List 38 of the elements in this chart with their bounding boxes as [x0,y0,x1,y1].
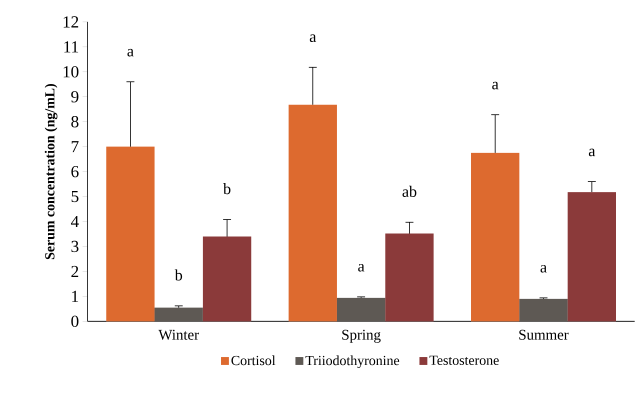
y-tick-label: 9 [71,91,78,102]
y-tick-label: 10 [64,66,78,78]
bar [471,152,520,322]
annotation: a [127,48,134,57]
annotation: a [540,265,547,273]
bar [106,146,155,322]
x-tick-label: Summer [519,330,569,340]
y-tick-label: 0 [71,316,78,328]
bar [154,308,203,322]
annotation: b [223,183,230,194]
y-tick-label: 3 [71,240,78,252]
y-tick-label: 8 [71,116,78,128]
annotation: a [492,82,498,90]
annotation: ab [402,186,416,197]
x-tick-label: Winter [158,330,199,340]
bar [568,192,616,322]
x-tick-label: Spring [342,330,381,343]
annotation: a [310,34,316,42]
annotation: a [588,148,596,156]
y-tick-label: 1 [72,290,78,302]
legend-label: Cortisol [231,355,276,366]
bar [385,234,434,322]
bar [519,298,568,322]
y-tick-label: 2 [71,266,78,278]
y-tick-label: 5 [72,191,78,202]
annotation: a [358,264,364,272]
y-tick-label: 4 [70,216,79,228]
y-tick-label: 7 [72,141,79,152]
y-tick-label: 12 [64,16,78,28]
legend-label: Testosterone [430,356,499,365]
bar [288,104,337,322]
bar [202,236,252,322]
legend-label: Triiodothyronine [306,355,400,368]
y-tick-label: 11 [64,41,78,52]
y-tick-label: 6 [71,166,79,178]
annotation: b [174,269,182,281]
y-axis-title: Serum concentration (ng/mL) [44,84,58,260]
bar [336,298,386,322]
